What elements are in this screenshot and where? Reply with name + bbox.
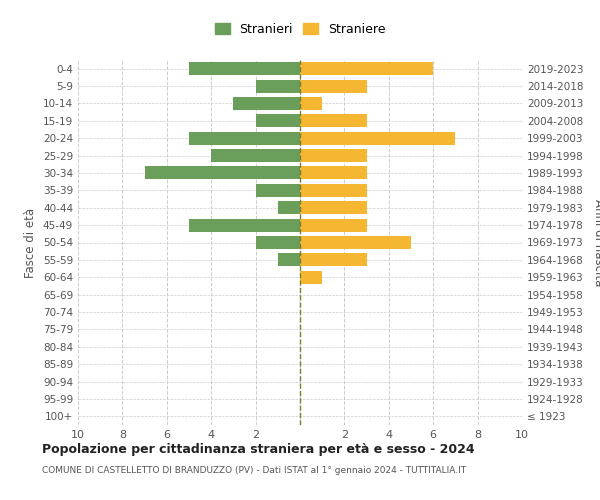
Bar [300,149,367,162]
Bar [300,80,367,92]
Bar [189,218,300,232]
Bar [233,97,300,110]
Bar [256,184,300,197]
Bar [300,166,367,179]
Bar [300,236,411,249]
Bar [300,201,367,214]
Bar [300,270,322,284]
Bar [256,80,300,92]
Text: Popolazione per cittadinanza straniera per età e sesso - 2024: Popolazione per cittadinanza straniera p… [42,442,475,456]
Bar [278,254,300,266]
Bar [300,184,367,197]
Y-axis label: Anni di nascita: Anni di nascita [592,199,600,286]
Bar [300,254,367,266]
Bar [300,114,367,128]
Text: COMUNE DI CASTELLETTO DI BRANDUZZO (PV) - Dati ISTAT al 1° gennaio 2024 - TUTTIT: COMUNE DI CASTELLETTO DI BRANDUZZO (PV) … [42,466,466,475]
Bar [189,132,300,144]
Bar [189,62,300,75]
Bar [211,149,300,162]
Bar [300,62,433,75]
Bar [300,218,367,232]
Bar [300,132,455,144]
Y-axis label: Fasce di età: Fasce di età [25,208,37,278]
Bar [278,201,300,214]
Bar [145,166,300,179]
Legend: Stranieri, Straniere: Stranieri, Straniere [211,19,389,40]
Bar [256,114,300,128]
Bar [300,97,322,110]
Bar [256,236,300,249]
